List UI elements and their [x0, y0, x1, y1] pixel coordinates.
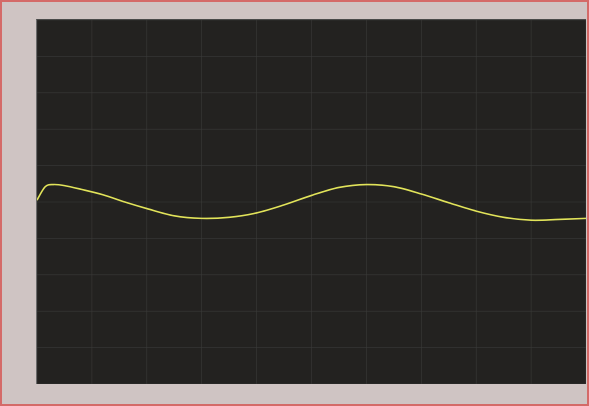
plot-area[interactable] — [36, 19, 586, 384]
plot-svg — [37, 20, 586, 384]
series-line — [37, 183, 586, 222]
